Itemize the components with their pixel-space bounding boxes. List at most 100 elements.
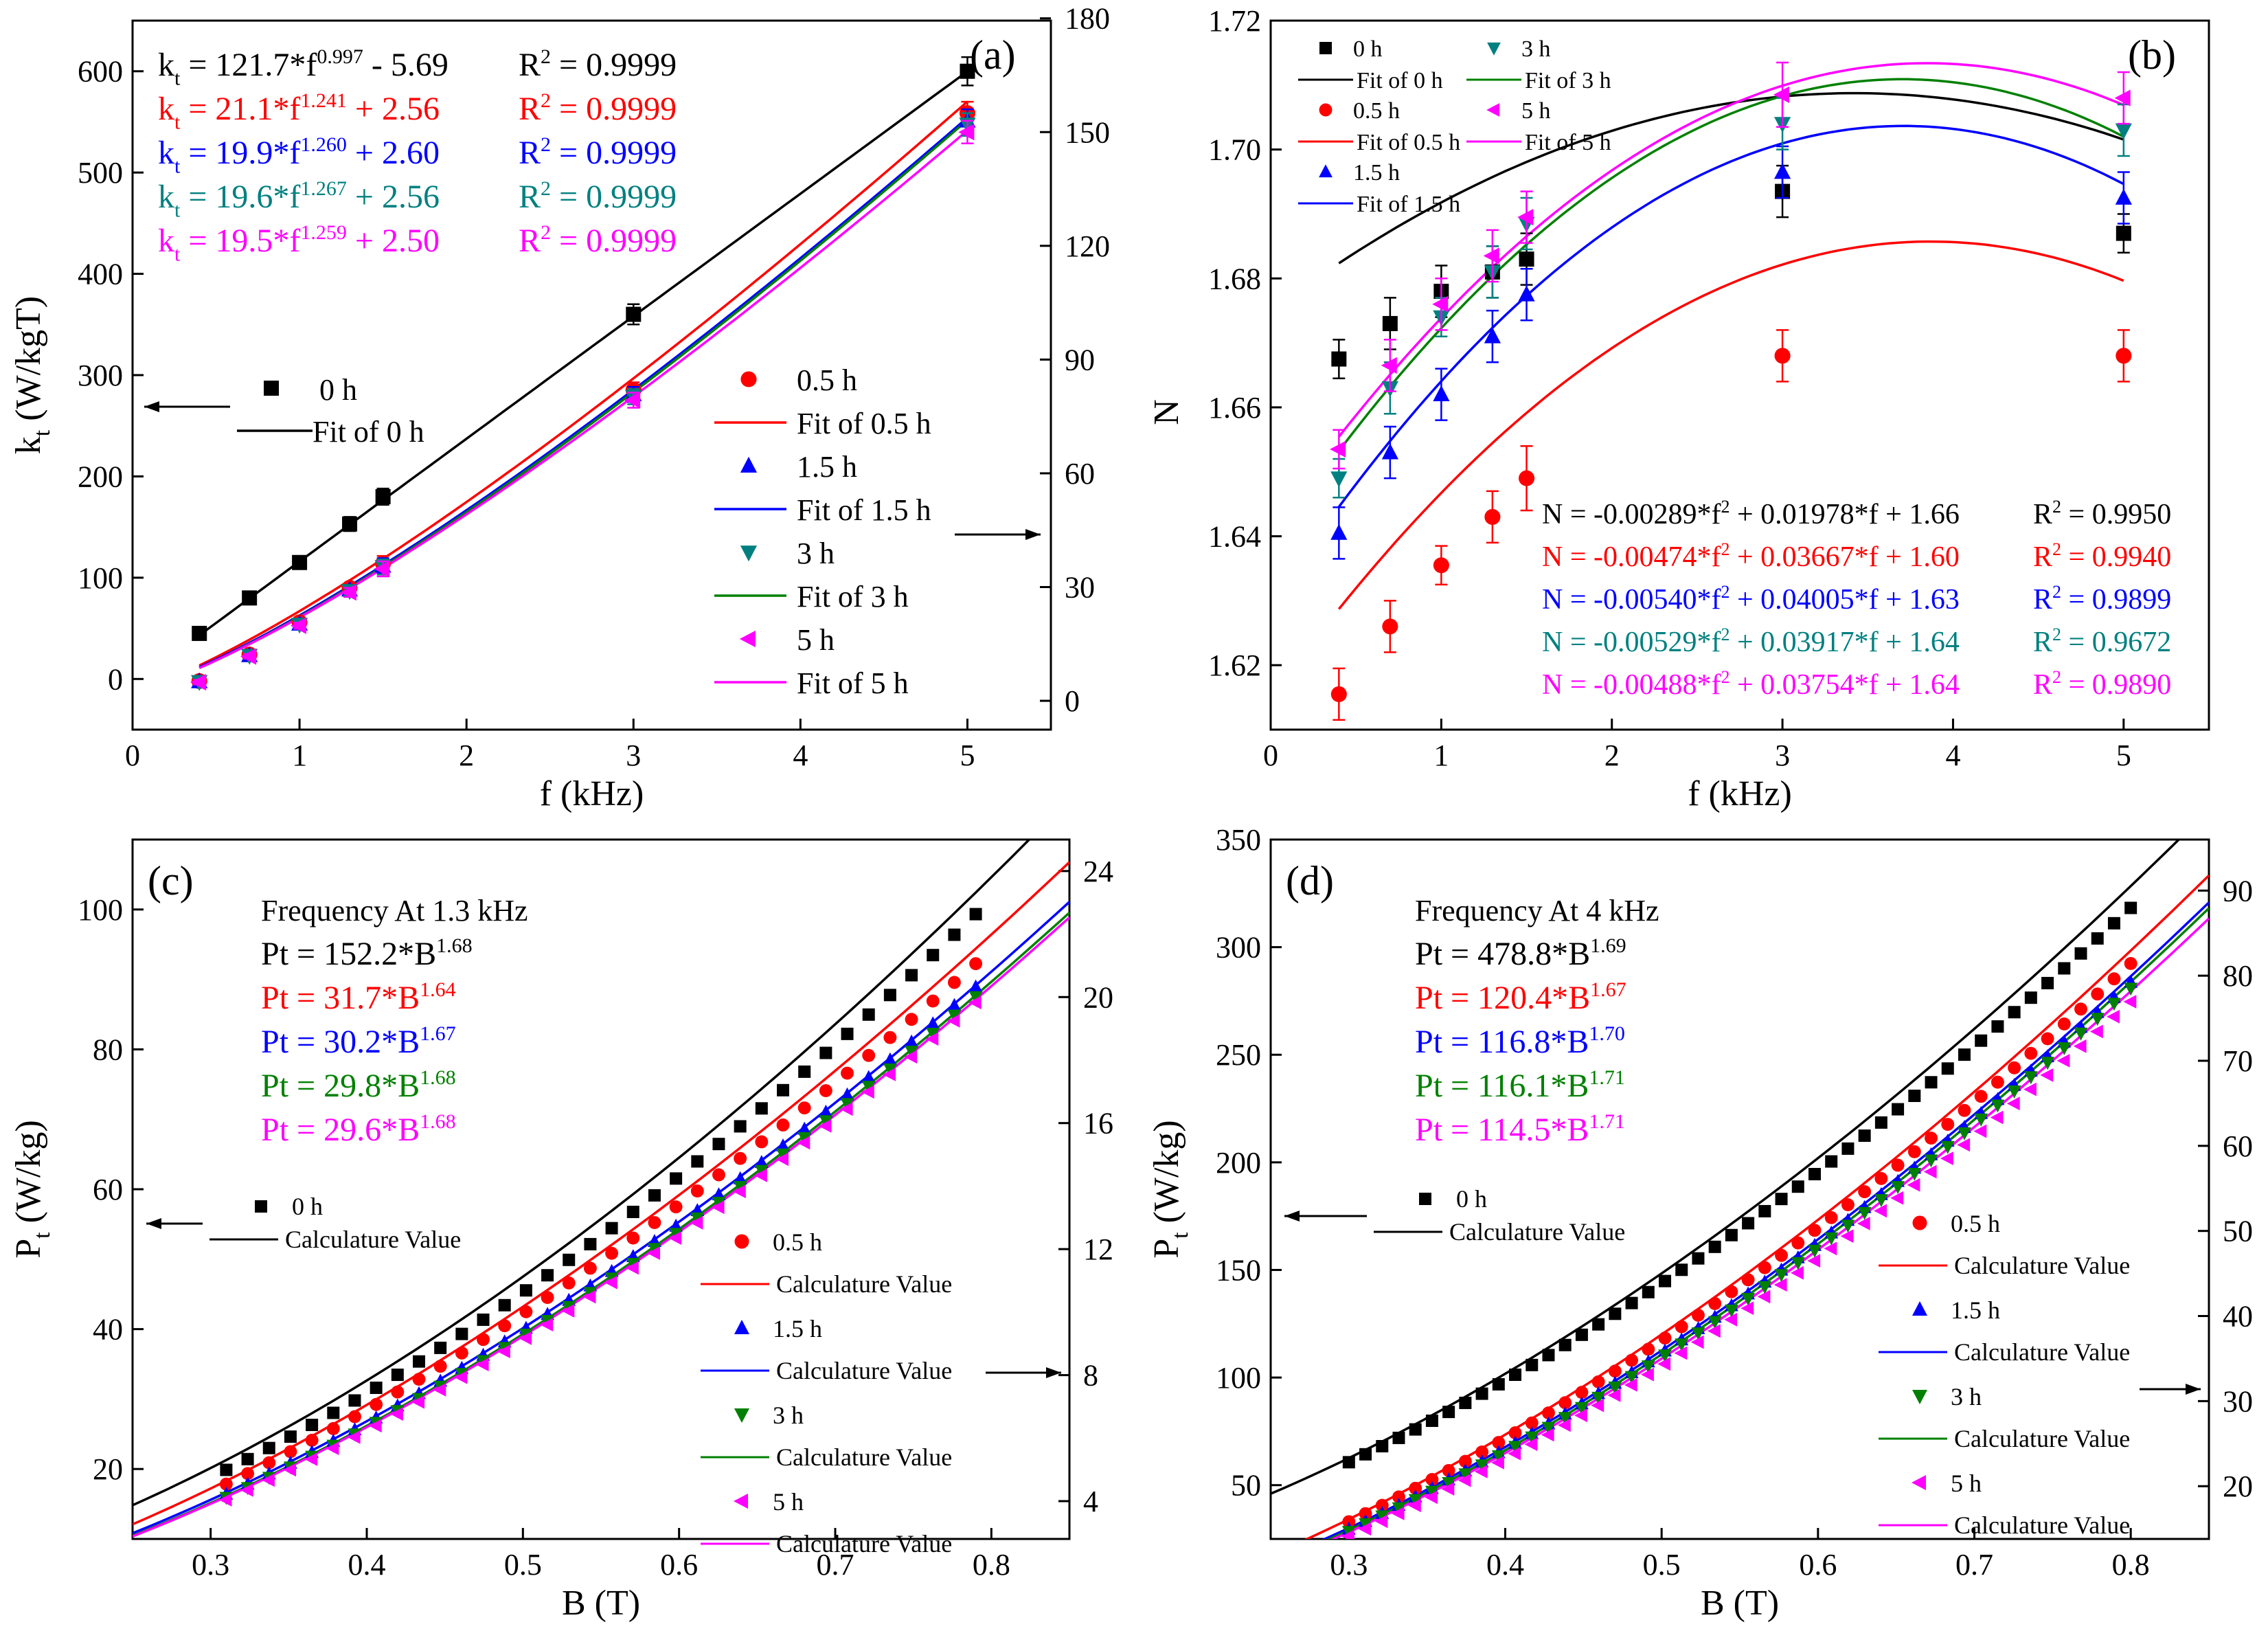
legend-label: Fit of 3 h	[797, 580, 909, 614]
data-point	[1708, 1240, 1721, 1253]
superscript: 1.68	[420, 1066, 456, 1089]
data-point	[1475, 1387, 1488, 1400]
data-point	[754, 1169, 767, 1182]
fit-line-15h	[1337, 124, 2124, 508]
data-point	[1908, 1090, 1921, 1103]
legend-marker	[740, 371, 757, 387]
text-part: = 0.9999	[551, 135, 677, 171]
data-point	[1542, 1349, 1555, 1362]
x-tick-label: 0	[1263, 739, 1278, 772]
data-point	[2057, 1042, 2072, 1055]
data-point	[883, 989, 896, 1002]
data-point	[433, 1383, 446, 1397]
r-squared: R2 = 0.9672	[2033, 625, 2171, 658]
superscript: 1.69	[1590, 934, 1626, 957]
legend-label: Fit of 3 h	[1525, 68, 1611, 93]
data-point	[262, 1473, 275, 1487]
legend-marker	[1912, 1215, 1927, 1230]
data-point	[411, 1395, 425, 1409]
text-part: = 0.9999	[551, 91, 677, 127]
subscript: t	[174, 243, 181, 265]
data-point	[1940, 1151, 1953, 1165]
fit-equation: kt = 121.7*f0.997 - 5.69	[158, 45, 449, 90]
data-point	[1458, 1454, 1472, 1468]
data-point	[1591, 1375, 1605, 1388]
x-tick-label: 0.3	[1330, 1548, 1368, 1582]
data-point	[283, 1463, 296, 1477]
y-tick-label: 600	[78, 55, 123, 89]
text-part: N = -0.00488*f	[1542, 669, 1721, 701]
data-point	[883, 1063, 897, 1077]
data-point	[1940, 1140, 1955, 1154]
data-point	[519, 1305, 533, 1318]
x-tick-label: 0.7	[1955, 1548, 1993, 1582]
y-tick-label: 1.66	[1208, 391, 1261, 425]
data-point	[391, 1385, 405, 1399]
right-y-tick-label: 90	[1065, 343, 1095, 376]
data-point	[1857, 1206, 1872, 1220]
data-point	[733, 1181, 747, 1194]
data-point	[541, 1291, 554, 1304]
data-point	[1442, 1406, 1455, 1419]
x-tick-label: 0.6	[1799, 1548, 1837, 1582]
data-point	[1484, 508, 1501, 525]
data-point	[648, 1216, 661, 1229]
data-point	[1892, 1103, 1905, 1116]
fit-equation: N = -0.00289*f2 + 0.01978*f + 1.66	[1542, 497, 1960, 530]
data-point	[218, 1493, 232, 1507]
superscript: 2	[541, 133, 551, 156]
data-point	[883, 1068, 896, 1081]
r-squared: R2 = 0.9999	[519, 133, 677, 171]
right-y-tick-label: 30	[1065, 570, 1095, 604]
data-point	[754, 1155, 769, 1168]
legend-label: Fit of 5 h	[797, 666, 909, 700]
panel-label: (a)	[970, 32, 1016, 78]
legend-label: Calculature Value	[1954, 1425, 2130, 1452]
superscript: 2	[541, 89, 551, 112]
text-part: N = -0.00529*f	[1542, 627, 1721, 658]
data-point	[755, 1102, 768, 1115]
fit-equation: kt = 19.9*f1.260 + 2.60	[158, 133, 440, 178]
data-point	[626, 1205, 639, 1218]
x-tick-label: 1	[1433, 739, 1449, 772]
y-tick-label: 1.70	[1208, 133, 1261, 167]
data-point	[1641, 1360, 1655, 1373]
y-axis-label-unit: (W/kg)	[9, 1120, 48, 1232]
data-point	[1508, 1446, 1521, 1461]
legend-marker	[1486, 103, 1500, 117]
data-point	[1575, 1386, 1589, 1399]
data-point	[1807, 1254, 1821, 1268]
data-point	[455, 1327, 468, 1340]
data-point	[819, 1104, 833, 1118]
data-point	[883, 1052, 897, 1066]
superscript: 2	[1721, 667, 1730, 687]
text-part: R	[2033, 584, 2052, 616]
data-point	[1907, 1178, 1920, 1192]
text-part: + 2.56	[347, 91, 440, 127]
data-point	[1941, 1062, 1954, 1075]
legend-marker	[740, 456, 758, 473]
r-squared: R2 = 0.9999	[519, 45, 677, 83]
data-point	[1874, 1116, 1887, 1129]
legend-label: Fit of 0.5 h	[1357, 130, 1460, 155]
power-equation: Pt = 120.4*B1.67	[1415, 978, 1626, 1016]
legend-label: Calculature Value	[285, 1226, 461, 1253]
text-part: = 0.9890	[2061, 669, 2171, 701]
data-point	[497, 1345, 510, 1358]
chart-a: 0 1 2 3 4 5 0 100 200 300 400 500 600 0 30 60 90 120 150 18…	[9, 2, 1110, 813]
data-point	[540, 1318, 554, 1331]
y-tick-label: 100	[78, 893, 123, 927]
data-point	[1358, 1522, 1372, 1536]
data-point	[519, 1331, 532, 1345]
x-tick-label: 3	[1775, 739, 1790, 772]
superscript: 2	[1721, 625, 1730, 644]
right-y-tick-label: 150	[1065, 115, 1110, 149]
y-tick-label: 300	[1216, 931, 1261, 965]
fit-equation: kt = 19.6*f1.267 + 2.56	[158, 177, 440, 222]
data-point	[1824, 1232, 1839, 1246]
data-point	[584, 1237, 597, 1250]
data-point	[1425, 1414, 1438, 1427]
power-equation: Pt = 30.2*B1.67	[261, 1022, 456, 1060]
data-point	[1692, 1308, 1705, 1322]
right-y-tick-label: 70	[2223, 1044, 2253, 1078]
